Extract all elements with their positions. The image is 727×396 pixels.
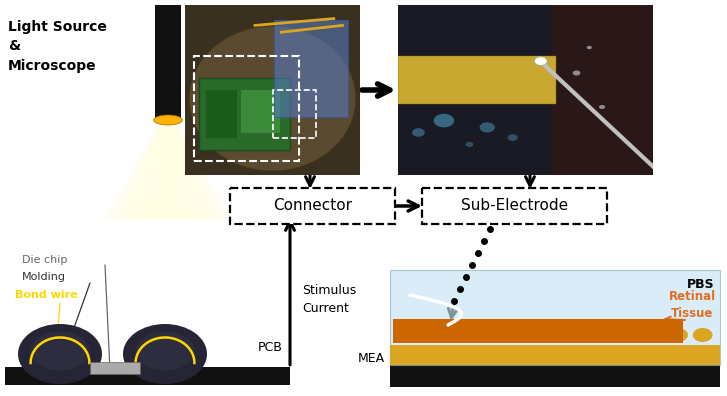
Bar [551,5,653,175]
Polygon shape [150,125,186,220]
Ellipse shape [446,328,467,342]
Bar [199,78,290,150]
Circle shape [465,142,473,147]
Bar [398,56,556,104]
Text: Molding: Molding [22,272,66,282]
Circle shape [507,134,518,141]
Bar [390,365,720,387]
Polygon shape [116,125,220,220]
Ellipse shape [189,26,356,171]
Bar [206,90,238,137]
Text: Retinal
Tissue: Retinal Tissue [668,290,715,320]
Ellipse shape [471,328,491,342]
Bar [241,90,279,133]
FancyBboxPatch shape [422,188,607,224]
Polygon shape [133,125,204,220]
Polygon shape [107,125,229,220]
Ellipse shape [123,324,207,384]
Text: MEA: MEA [358,352,385,365]
Ellipse shape [18,324,102,384]
Text: Die chip: Die chip [22,255,68,265]
FancyBboxPatch shape [230,188,395,224]
Bar [393,319,683,343]
Ellipse shape [619,328,639,342]
Bar [155,5,181,120]
Ellipse shape [153,115,182,125]
Text: Bond wire: Bond wire [15,290,78,300]
Polygon shape [137,125,199,220]
Polygon shape [142,125,195,220]
Polygon shape [155,125,182,220]
Ellipse shape [545,328,565,342]
Bar [194,56,299,162]
Circle shape [480,122,495,133]
Polygon shape [124,125,212,220]
Circle shape [573,70,580,76]
Polygon shape [146,125,190,220]
Ellipse shape [521,328,540,342]
Ellipse shape [693,328,712,342]
Circle shape [599,105,605,109]
Ellipse shape [422,328,442,342]
Bar [390,270,720,365]
Ellipse shape [595,328,614,342]
Circle shape [587,46,592,49]
Polygon shape [120,125,216,220]
Text: PCB: PCB [258,341,283,354]
Ellipse shape [31,331,89,371]
Ellipse shape [668,328,688,342]
Text: Stimulus
Current: Stimulus Current [302,284,356,316]
Polygon shape [103,125,233,220]
Bar [5,367,290,385]
Text: Sub-Electrode: Sub-Electrode [461,198,568,213]
Ellipse shape [643,328,663,342]
Text: Light Source
&
Microscope: Light Source & Microscope [8,20,107,73]
FancyBboxPatch shape [274,20,348,117]
Bar [90,362,140,374]
Polygon shape [111,125,225,220]
Bar [390,345,720,365]
Circle shape [534,57,547,65]
Ellipse shape [496,328,515,342]
Ellipse shape [136,331,194,371]
Ellipse shape [398,328,417,342]
Circle shape [434,114,454,128]
Text: PBS: PBS [687,278,715,291]
Circle shape [412,128,425,137]
Ellipse shape [570,328,590,342]
Text: Connector: Connector [273,198,352,213]
Polygon shape [129,125,207,220]
Bar [273,90,316,137]
